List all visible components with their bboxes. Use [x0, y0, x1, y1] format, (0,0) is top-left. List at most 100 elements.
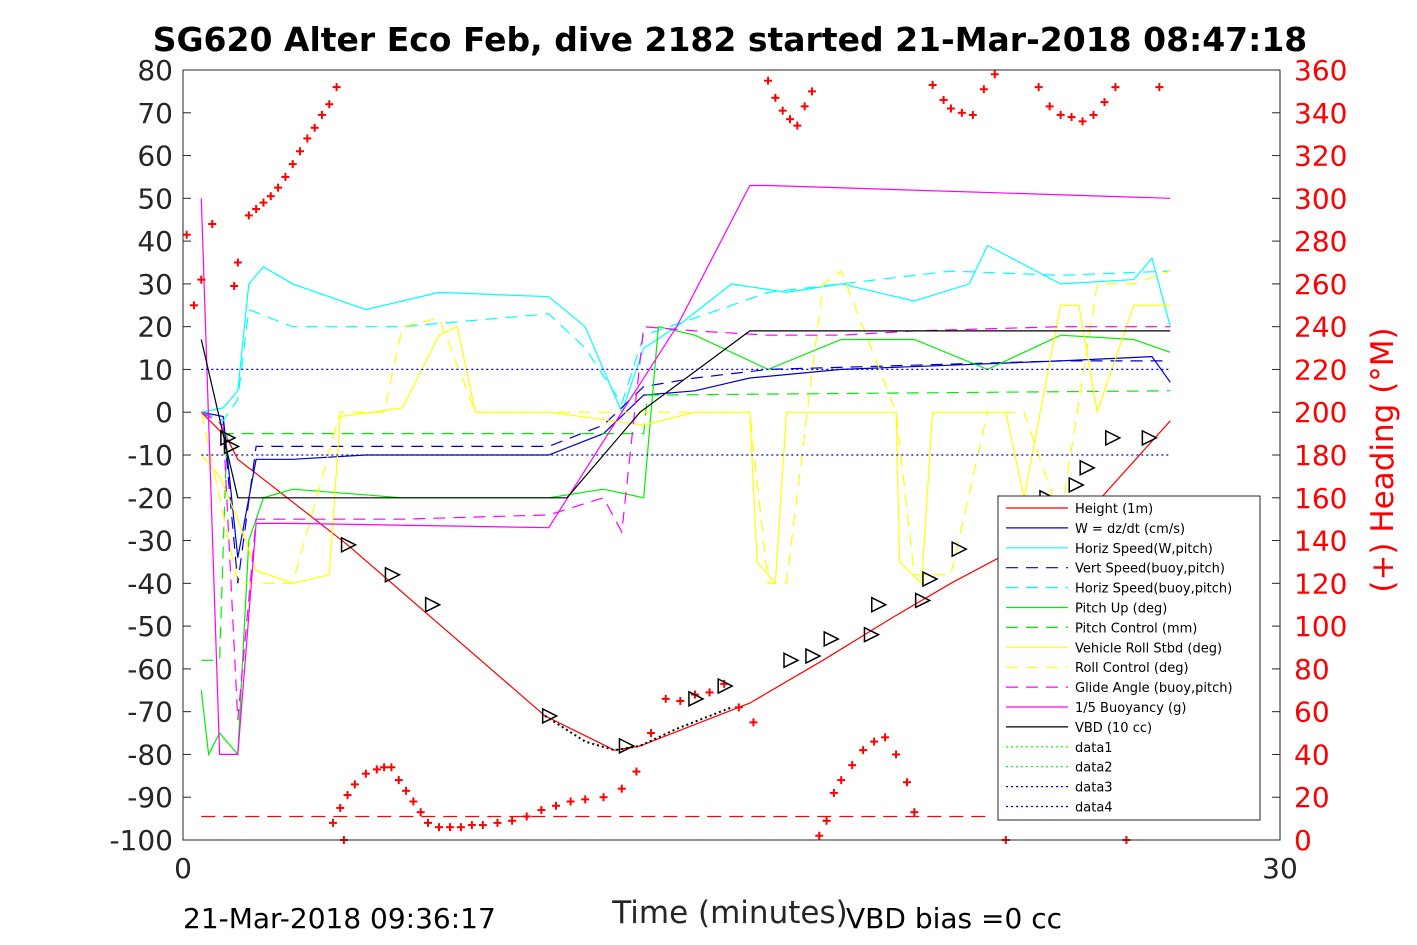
- legend-label: VBD (10 cc): [1075, 721, 1152, 736]
- y2-tick-label: 200: [1294, 396, 1347, 429]
- heading-point: [189, 301, 198, 310]
- heading-point: [910, 808, 919, 817]
- y-tick-label: -70: [127, 696, 173, 729]
- heading-point: [1078, 117, 1087, 126]
- legend-label: Glide Angle (buoy,pitch): [1075, 681, 1233, 696]
- legend-box: [997, 495, 1261, 821]
- heading-point: [957, 108, 966, 117]
- heading-point: [328, 818, 337, 827]
- x-tick-label: 0: [174, 852, 192, 885]
- heading-point: [380, 763, 389, 772]
- apex-dotted-line: [544, 706, 732, 752]
- triangle-marker: [805, 647, 822, 665]
- triangle-marker: [823, 630, 840, 648]
- heading-point: [815, 831, 824, 840]
- heading-point: [749, 718, 758, 727]
- y-tick-label: 20: [137, 311, 173, 344]
- heading-point: [859, 746, 868, 755]
- y2-tick-label: 260: [1294, 268, 1347, 301]
- legend-label: data2: [1075, 761, 1113, 776]
- y-tick-label: -50: [127, 610, 173, 643]
- y2-tick-label: 60: [1294, 696, 1330, 729]
- heading-point: [281, 172, 290, 181]
- series-line: [200, 325, 1171, 757]
- heading-point: [1067, 113, 1076, 122]
- heading-point: [705, 688, 714, 697]
- triangle-marker: [1068, 476, 1085, 494]
- heading-point: [522, 812, 531, 821]
- heading-point: [786, 115, 795, 124]
- y2-tick-label: 140: [1294, 525, 1347, 558]
- series-line: [201, 390, 1171, 661]
- legend-label: Vert Speed(buoy,pitch): [1075, 562, 1225, 577]
- heading-point: [939, 95, 948, 104]
- heading-point: [1089, 110, 1098, 119]
- heading-point: [764, 76, 773, 85]
- legend: Height (1m) W = dz/dt (cm/s) Horiz Speed(W…: [997, 495, 1261, 821]
- y2-tick-label: 300: [1294, 182, 1347, 215]
- heading-point: [822, 816, 831, 825]
- y2-tick-label: 80: [1294, 653, 1330, 686]
- y-tick-label: -10: [127, 439, 173, 472]
- legend-label: 1/5 Buoyancy (g): [1075, 701, 1186, 716]
- triangle-marker: [783, 652, 800, 669]
- heading-point: [892, 750, 901, 759]
- heading-point: [979, 85, 988, 94]
- y-tick-label: 70: [137, 97, 173, 130]
- heading-point: [197, 275, 206, 284]
- y-tick-label: -90: [127, 781, 173, 814]
- heading-point: [1100, 98, 1109, 107]
- y-tick-label: -80: [127, 738, 173, 771]
- x-axis: 0 30: [174, 832, 1298, 885]
- heading-point: [434, 823, 443, 832]
- heading-point: [467, 821, 476, 830]
- triangle-marker: [951, 540, 968, 558]
- series-line: [201, 360, 1171, 584]
- series-line: [201, 244, 1171, 414]
- y2-tick-label: 20: [1294, 781, 1330, 814]
- triangle-marker: [618, 737, 636, 755]
- series-line: [201, 270, 1171, 422]
- heading-point: [233, 258, 242, 267]
- y-tick-label: 60: [137, 140, 173, 173]
- heading-point: [807, 87, 816, 96]
- heading-point: [1034, 83, 1043, 92]
- vbd-bias-note: VBD bias =0 cc: [846, 902, 1062, 935]
- heading-point: [423, 818, 432, 827]
- y2-tick-label: 120: [1294, 567, 1347, 600]
- heading-point: [800, 102, 809, 111]
- heading-point: [661, 694, 670, 703]
- heading-point: [1045, 102, 1054, 111]
- y-tick-label: -40: [127, 567, 173, 600]
- heading-point: [848, 761, 857, 770]
- heading-point: [829, 788, 838, 797]
- triangle-marker: [922, 570, 939, 588]
- heading-point: [1056, 110, 1065, 119]
- heading-point: [361, 769, 370, 778]
- triangle-marker: [717, 677, 734, 695]
- y-tick-label: 80: [137, 54, 173, 87]
- left-y-axis: 80 70 60 50 40 30 20 10 0 -10 -20 -30 -40 -50 -60 -70 -8…: [109, 54, 191, 857]
- y-tick-label: -60: [127, 653, 173, 686]
- triangle-marker: [541, 707, 559, 725]
- y2-tick-label: 160: [1294, 482, 1347, 515]
- triangle-marker: [340, 536, 358, 554]
- triangle-marker: [688, 690, 705, 708]
- end-timestamp: 21-Mar-2018 09:36:17: [183, 902, 496, 935]
- y-tick-label: 40: [137, 225, 173, 258]
- heading-point: [837, 776, 846, 785]
- y2-tick-label: 240: [1294, 311, 1347, 344]
- heading-point: [647, 729, 656, 738]
- triangle-marker: [223, 438, 241, 455]
- triangle-marker: [1079, 459, 1096, 477]
- y2-tick-label: 180: [1294, 439, 1347, 472]
- legend-label: W = dz/dt (cm/s): [1075, 522, 1185, 537]
- heading-point: [252, 205, 261, 214]
- heading-point: [508, 816, 517, 825]
- series-line: [200, 184, 1171, 756]
- y-tick-label: 30: [137, 268, 173, 301]
- legend-label: data3: [1075, 781, 1113, 796]
- heading-point: [296, 147, 305, 156]
- heading-point: [274, 183, 283, 192]
- legend-label: data4: [1075, 801, 1113, 816]
